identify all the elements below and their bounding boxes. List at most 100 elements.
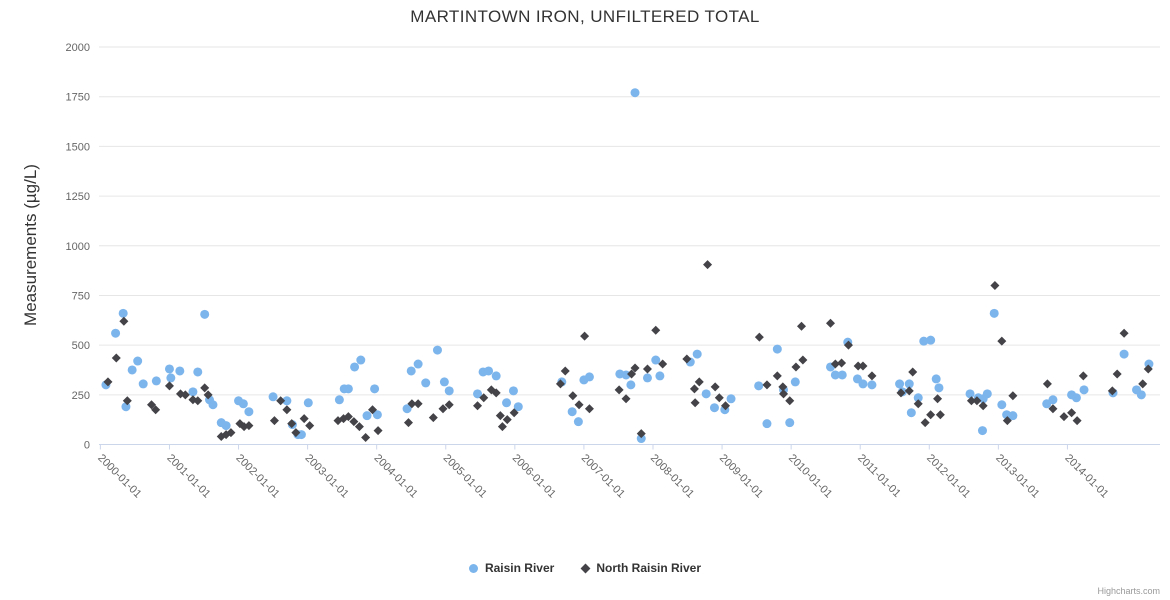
data-point-circle[interactable] [904,379,914,389]
credits-link[interactable]: Highcharts.com [1097,586,1160,596]
data-point-circle[interactable] [1008,411,1018,421]
data-point-diamond[interactable] [164,381,174,391]
legend-item-north-raisin-river[interactable]: North Raisin River [580,561,701,575]
data-point-circle[interactable] [913,393,923,403]
data-point-diamond[interactable] [180,390,190,400]
data-point-circle[interactable] [906,408,916,418]
data-point-circle[interactable] [118,308,128,318]
data-point-circle[interactable] [432,345,442,355]
data-point-diamond[interactable] [1002,416,1012,426]
data-point-circle[interactable] [584,372,594,382]
data-point-diamond[interactable] [1048,404,1058,414]
data-point-diamond[interactable] [413,399,423,409]
data-point-circle[interactable] [926,335,936,345]
data-point-circle[interactable] [127,365,137,375]
data-point-diamond[interactable] [791,362,801,372]
data-point-diamond[interactable] [479,393,489,403]
data-point-circle[interactable] [934,383,944,393]
data-point-diamond[interactable] [580,331,590,341]
data-point-diamond[interactable] [200,383,210,393]
data-point-circle[interactable] [837,370,847,380]
data-point-circle[interactable] [484,366,494,376]
data-point-circle[interactable] [164,364,174,374]
data-point-diamond[interactable] [151,405,161,415]
data-point-diamond[interactable] [651,325,661,335]
data-point-diamond[interactable] [978,401,988,411]
data-point-circle[interactable] [188,387,198,397]
data-point-circle[interactable] [208,400,218,410]
data-point-circle[interactable] [867,380,877,390]
data-point-circle[interactable] [513,402,523,412]
data-point-circle[interactable] [573,417,583,427]
data-point-circle[interactable] [193,367,203,377]
data-point-circle[interactable] [303,398,313,408]
data-point-diamond[interactable] [560,366,570,376]
data-point-diamond[interactable] [935,410,945,420]
data-point-circle[interactable] [362,411,372,421]
data-point-diamond[interactable] [796,321,806,331]
data-point-circle[interactable] [334,395,344,405]
data-point-circle[interactable] [1071,393,1081,403]
data-point-circle[interactable] [1119,349,1129,359]
data-point-diamond[interactable] [226,428,236,438]
data-point-diamond[interactable] [636,429,646,439]
data-point-circle[interactable] [413,359,423,369]
data-point-diamond[interactable] [826,318,836,328]
data-point-circle[interactable] [133,356,143,366]
data-point-diamond[interactable] [584,404,594,414]
data-point-circle[interactable] [931,374,941,384]
data-point-diamond[interactable] [1067,408,1077,418]
data-point-diamond[interactable] [1112,369,1122,379]
data-point-diamond[interactable] [354,422,364,432]
data-point-diamond[interactable] [837,358,847,368]
data-point-diamond[interactable] [368,405,378,415]
data-point-circle[interactable] [200,309,210,319]
data-point-diamond[interactable] [990,281,1000,290]
data-point-circle[interactable] [701,389,711,399]
data-point-circle[interactable] [491,371,501,381]
data-point-diamond[interactable] [146,400,156,410]
data-point-diamond[interactable] [913,399,923,409]
data-point-diamond[interactable] [269,416,279,426]
data-point-diamond[interactable] [403,418,413,428]
data-point-diamond[interactable] [1008,391,1018,401]
data-point-circle[interactable] [421,378,431,388]
data-point-circle[interactable] [754,381,764,391]
data-point-diamond[interactable] [703,260,713,270]
data-point-circle[interactable] [709,403,719,413]
data-point-diamond[interactable] [305,421,315,431]
data-point-circle[interactable] [166,373,176,383]
data-point-diamond[interactable] [904,386,914,396]
data-point-circle[interactable] [502,398,512,408]
data-point-circle[interactable] [655,371,665,381]
data-point-circle[interactable] [621,370,631,380]
data-point-circle[interactable] [473,389,483,399]
data-point-circle[interactable] [965,389,975,399]
data-point-diamond[interactable] [361,433,371,443]
data-point-circle[interactable] [444,386,454,396]
data-point-diamond[interactable] [491,388,501,398]
data-point-diamond[interactable] [119,316,129,326]
data-point-diamond[interactable] [495,411,505,421]
data-point-circle[interactable] [370,384,380,394]
data-point-diamond[interactable] [574,400,584,410]
data-point-circle[interactable] [121,402,131,412]
data-point-diamond[interactable] [997,336,1007,346]
data-point-diamond[interactable] [428,413,438,423]
data-point-circle[interactable] [692,349,702,359]
data-point-circle[interactable] [282,396,292,406]
data-point-diamond[interactable] [830,359,840,369]
data-point-diamond[interactable] [714,393,724,403]
data-point-circle[interactable] [343,384,353,394]
data-point-diamond[interactable] [1143,364,1153,374]
data-point-circle[interactable] [919,336,929,346]
data-point-diamond[interactable] [291,428,301,438]
data-point-circle[interactable] [1136,390,1146,400]
data-point-diamond[interactable] [349,417,359,427]
data-point-diamond[interactable] [276,396,286,406]
data-point-diamond[interactable] [710,382,720,392]
data-point-diamond[interactable] [373,426,383,436]
data-point-circle[interactable] [439,377,449,387]
data-point-diamond[interactable] [772,371,782,381]
data-point-circle[interactable] [977,426,987,436]
